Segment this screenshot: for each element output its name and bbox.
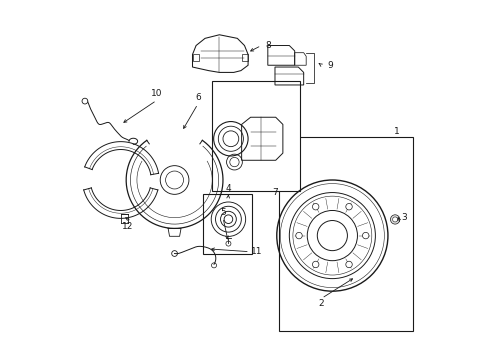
Text: 9: 9 xyxy=(327,61,333,70)
Circle shape xyxy=(312,203,318,210)
Circle shape xyxy=(295,232,302,239)
Bar xyxy=(203,194,251,253)
Text: 10: 10 xyxy=(151,89,162,98)
Circle shape xyxy=(362,232,368,239)
Bar xyxy=(241,54,247,61)
Text: 11: 11 xyxy=(251,247,262,256)
Text: 6: 6 xyxy=(195,93,201,102)
Text: 7: 7 xyxy=(271,188,277,197)
Text: 2: 2 xyxy=(318,299,324,308)
Text: 3: 3 xyxy=(400,213,406,222)
Bar xyxy=(278,137,412,330)
Circle shape xyxy=(82,98,88,104)
Circle shape xyxy=(392,217,397,222)
Circle shape xyxy=(389,215,399,224)
Text: 1: 1 xyxy=(393,127,399,136)
Circle shape xyxy=(345,261,351,268)
Bar xyxy=(212,81,300,191)
Circle shape xyxy=(345,203,351,210)
Text: 4: 4 xyxy=(225,184,231,193)
Text: 12: 12 xyxy=(122,222,133,231)
Text: 8: 8 xyxy=(264,41,270,50)
Circle shape xyxy=(312,261,318,268)
Bar xyxy=(192,54,199,61)
Text: 5: 5 xyxy=(220,208,225,217)
